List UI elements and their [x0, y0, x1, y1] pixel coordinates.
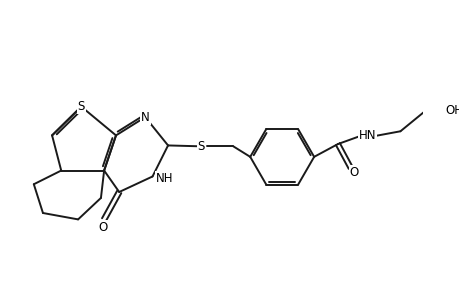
- Text: NH: NH: [156, 172, 174, 185]
- Text: N: N: [140, 111, 149, 124]
- Text: OH: OH: [444, 104, 459, 117]
- Text: O: O: [98, 221, 107, 234]
- Text: O: O: [349, 166, 358, 179]
- Text: S: S: [78, 100, 85, 113]
- Text: S: S: [197, 140, 205, 153]
- Text: HN: HN: [358, 129, 375, 142]
